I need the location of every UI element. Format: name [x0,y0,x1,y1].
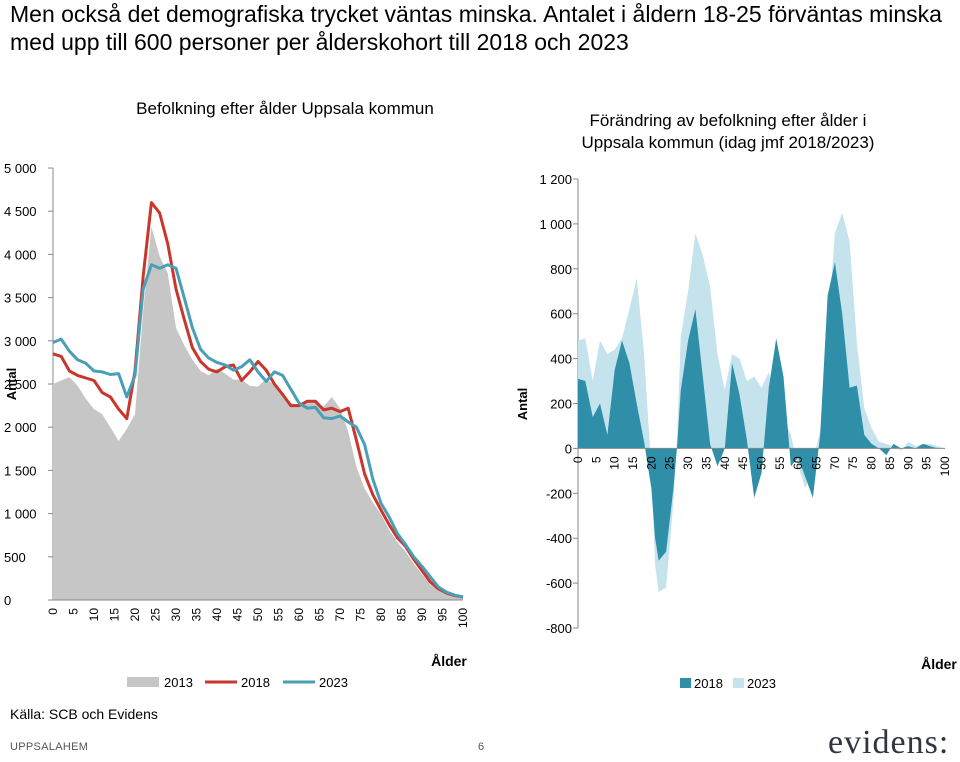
legend-swatch-2013 [127,677,159,687]
right-x-tick-label: 10 [608,456,622,470]
right-x-tick-label: 70 [828,456,842,470]
left-y-tick-label: 1 500 [4,463,37,478]
right-x-tick-label: 65 [810,456,824,470]
left-y-axis: 0 500 1 000 1 500 2 000 2 500 3 000 3 500 4 000 4… [4,161,53,608]
right-y-tick-label: 400 [550,352,572,367]
left-x-tick-label: 45 [231,608,245,622]
legend-label-2018: 2018 [241,675,270,690]
right-y-tick-label: -600 [546,576,572,591]
right-x-axis: 0 5 10 15 20 25 30 35 40 45 50 55 60 65 70 75 80 85 90 95 10… [571,456,952,476]
left-x-tick-label: 75 [354,608,368,622]
left-y-tick-label: 5 000 [4,161,37,176]
legend-swatch-2018-change [680,678,691,688]
left-y-tick-label: 1 000 [4,507,37,522]
series-line-2023 [52,263,464,599]
left-x-tick-label: 15 [108,608,122,622]
right-x-axis-label: Ålder [921,656,957,672]
left-legend: 2013 2018 2023 [127,675,348,690]
left-x-axis: 0 5 10 15 20 25 30 35 40 45 50 55 60 65 70 75 80 85 90 95 10… [46,608,470,628]
source-note: Källa: SCB och Evidens [10,706,158,722]
legend-label-2018-change: 2018 [694,676,723,691]
right-y-tick-label: 200 [550,397,572,412]
right-x-tick-label: 60 [791,456,805,470]
left-plot-area [52,168,464,601]
right-y-tick-label: 800 [550,262,572,277]
right-x-tick-label: 80 [865,456,879,470]
right-x-tick-label: 20 [644,456,658,470]
right-x-tick-label: 45 [736,456,750,470]
right-x-tick-label: 55 [773,456,787,470]
left-x-tick-label: 5 [67,608,81,615]
left-chart: Befolkning efter ålder Uppsala kommun 05… [4,99,470,690]
left-x-tick-label: 40 [210,608,224,622]
right-y-tick-label: -400 [546,531,572,546]
left-y-tick-label: 500 [4,550,26,565]
left-y-tick-label: 2 500 [4,377,37,392]
right-x-tick-label: 100 [938,456,952,476]
right-x-tick-label: 85 [883,456,897,470]
right-y-tick-label: -200 [546,486,572,501]
left-x-tick-label: 70 [333,608,347,622]
left-y-tick-label: 0 [4,593,11,608]
legend-swatch-2023-change [733,678,744,688]
left-x-tick-label: 80 [374,608,388,622]
legend-label-2023-change: 2023 [747,676,776,691]
right-x-tick-label: 90 [901,456,915,470]
left-x-tick-label: 0 [46,608,60,615]
series-area-2013 [53,226,463,601]
right-y-axis-label: Antal [515,388,530,421]
left-x-axis-label: Ålder [431,653,467,669]
page-number: 6 [478,741,485,753]
right-x-tick-label: 30 [681,456,695,470]
left-x-tick-label: 10 [87,608,101,622]
left-x-tick-label: 60 [292,608,306,622]
right-y-tick-label: 600 [550,307,572,322]
right-chart: Förändring av befolkning efter ålder i U… [515,111,957,691]
left-y-tick-label: 2 000 [4,420,37,435]
left-x-tick-label: 30 [169,608,183,622]
left-y-axis-label: Antal [4,368,19,401]
right-y-tick-label: 1 200 [539,172,572,187]
right-y-tick-label: 1 000 [539,217,572,232]
right-x-tick-label: 75 [846,456,860,470]
left-x-tick-label: 55 [272,608,286,622]
right-chart-title-line1: Förändring av befolkning efter ålder i [590,111,867,130]
right-y-tick-label: -800 [546,621,572,636]
left-x-tick-label: 50 [251,608,265,622]
footer-company: UPPSALAHEM [10,741,89,753]
legend-label-2013: 2013 [164,675,193,690]
right-x-tick-label: 5 [589,456,603,463]
right-x-tick-label: 40 [718,456,732,470]
right-x-tick-label: 0 [571,456,585,463]
evidens-logo: evidens: [828,724,950,761]
left-y-tick-label: 4 500 [4,204,37,219]
right-chart-title-line2: Uppsala kommun (idag jmf 2018/2023) [582,133,875,152]
left-y-tick-label: 4 000 [4,247,37,262]
change-area-2018 [578,262,945,561]
series-line-2018 [52,201,464,599]
left-x-tick-label: 20 [128,608,142,622]
left-chart-title: Befolkning efter ålder Uppsala kommun [136,99,434,118]
right-y-axis: -800 -600 -400 -200 0 200 400 600 800 1 000 1 200 [539,172,578,636]
right-y-tick-label: 0 [565,441,572,456]
left-x-tick-label: 100 [456,608,470,628]
right-plot-area [577,179,945,628]
left-x-tick-label: 95 [436,608,450,622]
left-x-tick-label: 90 [415,608,429,622]
left-x-tick-label: 25 [149,608,163,622]
right-x-tick-label: 95 [920,456,934,470]
right-legend: 2018 2023 [680,676,776,691]
headline: Men också det demografiska trycket vänta… [10,1,942,55]
left-y-tick-label: 3 500 [4,291,37,306]
left-x-tick-label: 85 [395,608,409,622]
left-x-tick-label: 65 [313,608,327,622]
left-y-tick-label: 3 000 [4,334,37,349]
right-x-tick-label: 15 [626,456,640,470]
legend-label-2023: 2023 [319,675,348,690]
left-x-tick-label: 35 [190,608,204,622]
right-x-tick-label: 50 [755,456,769,470]
right-x-tick-label: 35 [699,456,713,470]
right-x-tick-label: 25 [663,456,677,470]
